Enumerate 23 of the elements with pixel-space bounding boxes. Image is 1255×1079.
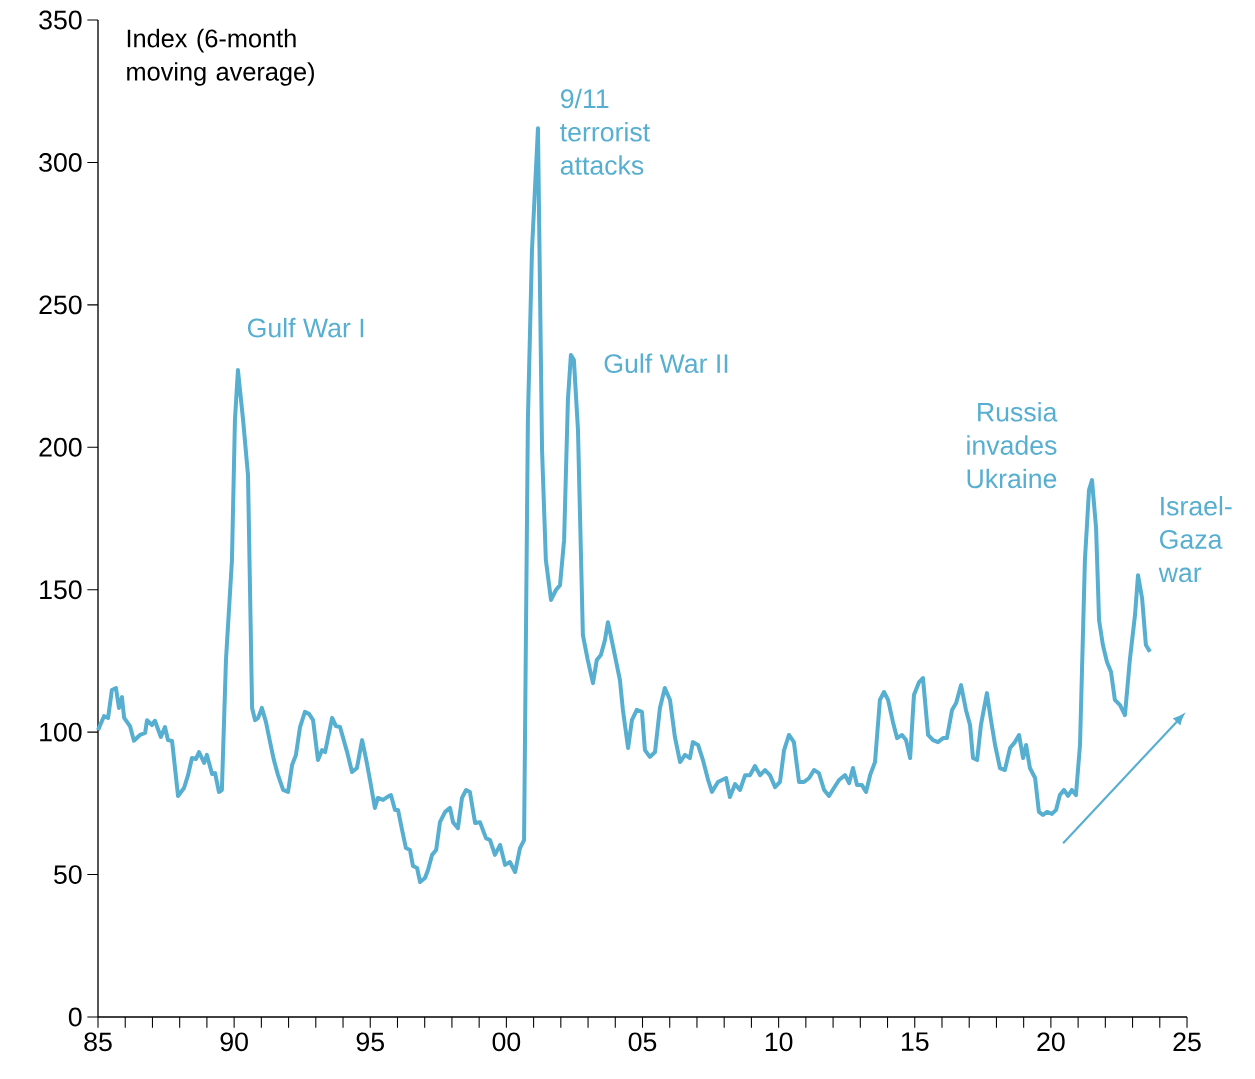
x-tick-label: 90: [220, 1032, 248, 1052]
x-tick-label: 05: [628, 1032, 657, 1052]
y-tick-label: 300: [39, 152, 82, 172]
x-tick-label: 25: [1173, 1032, 1201, 1052]
x-tick-label: 95: [356, 1032, 384, 1052]
x-tick-label: 20: [1037, 1032, 1065, 1052]
y-tick-label: 150: [40, 580, 82, 600]
y-tick-label: 0: [68, 1007, 82, 1027]
x-tick-label: 10: [765, 1032, 793, 1052]
y-tick-label: 350: [39, 10, 82, 30]
x-tick-label: 15: [901, 1032, 929, 1051]
annotation: Gulf War II: [604, 353, 728, 374]
annotation: 9/11 terrorist attacks: [560, 88, 650, 175]
y-tick-label: 250: [39, 295, 82, 315]
x-tick-label: 00: [492, 1032, 521, 1052]
y-tick-label: 50: [54, 865, 82, 884]
annotation: Russia invades Ukraine: [967, 401, 1058, 489]
annotation: Israel-Gaza war: [1158, 495, 1232, 583]
y-tick-label: 100: [40, 722, 82, 742]
x-tick-label: 85: [84, 1032, 112, 1052]
y-tick-label: 200: [39, 437, 82, 457]
annotation: Gulf War I: [247, 317, 364, 338]
y-axis-title: Index (6-month moving average): [127, 28, 314, 86]
